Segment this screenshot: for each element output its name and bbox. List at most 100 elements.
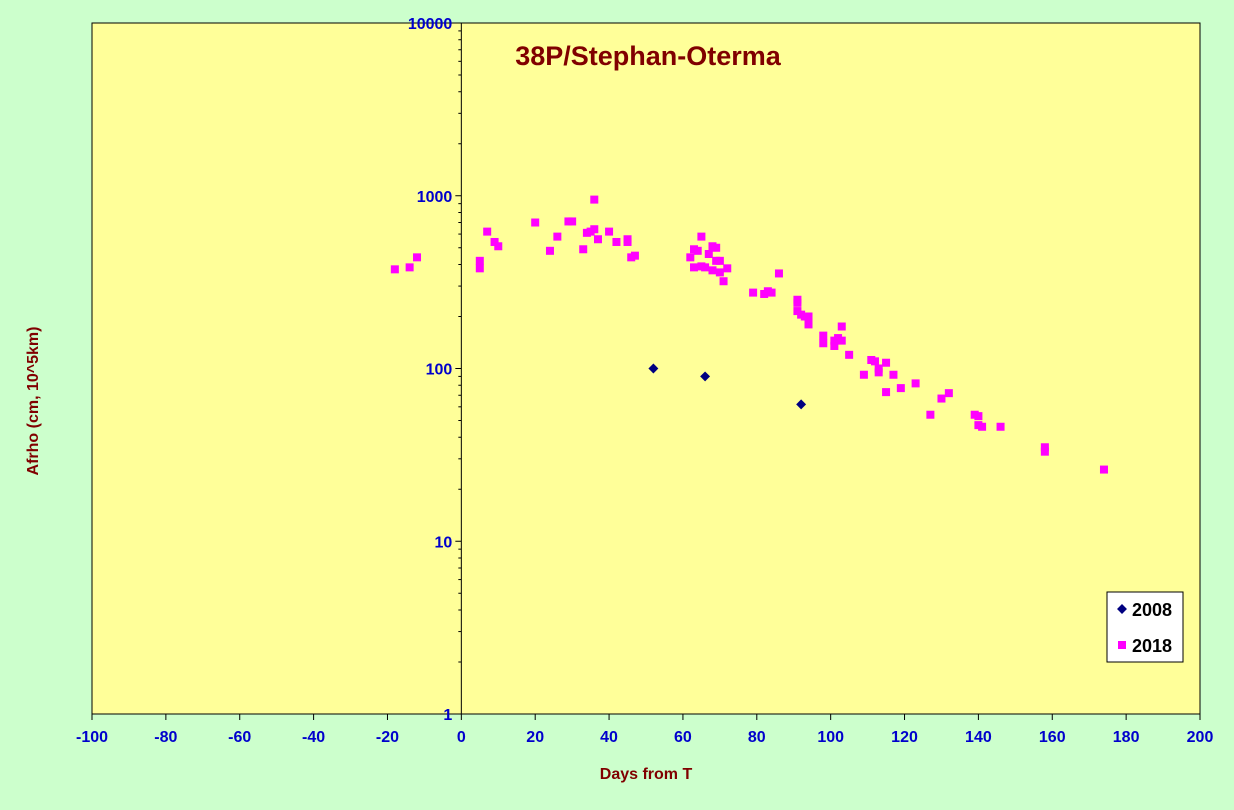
data-point-2018 [405, 263, 414, 272]
data-point-2018 [690, 263, 699, 272]
data-point-2018 [704, 250, 713, 259]
data-point-2018 [1040, 447, 1049, 456]
data-point-2018 [911, 379, 920, 388]
y-axis-title: Afrho (cm, 10^5km) [25, 327, 42, 476]
data-point-2018 [590, 225, 599, 234]
x-tick-label: 200 [1187, 729, 1214, 746]
data-point-2018 [390, 265, 399, 274]
data-point-2018 [749, 288, 758, 297]
y-tick-label: 10000 [408, 16, 453, 33]
data-point-2018 [693, 246, 702, 255]
data-point-2008 [648, 363, 659, 374]
x-tick-label: 60 [674, 729, 692, 746]
data-point-2018 [483, 227, 492, 236]
data-point-2018 [531, 218, 540, 227]
x-tick-label: 80 [748, 729, 766, 746]
x-tick-label: 0 [457, 729, 466, 746]
data-point-2018 [1099, 465, 1108, 474]
data-point-2018 [719, 277, 728, 286]
data-point-2018 [623, 237, 632, 246]
data-point-2018 [996, 422, 1005, 431]
x-axis-title: Days from T [600, 766, 693, 783]
x-tick-label: 100 [817, 729, 844, 746]
data-point-2018 [568, 217, 577, 226]
data-point-2018 [837, 322, 846, 331]
y-tick-label: 10 [435, 534, 453, 551]
data-point-2018 [837, 336, 846, 345]
x-tick-label: 180 [1113, 729, 1140, 746]
data-point-2018 [475, 256, 484, 265]
plot-area [91, 22, 1201, 715]
data-point-2018 [553, 232, 562, 241]
data-point-2018 [937, 394, 946, 403]
data-point-2018 [845, 350, 854, 359]
data-point-2018 [882, 358, 891, 367]
data-point-2018 [593, 235, 602, 244]
x-tick-label: 140 [965, 729, 992, 746]
legend-box [1106, 591, 1184, 663]
data-point-2018 [830, 341, 839, 350]
data-point-2008 [796, 399, 807, 410]
data-point-2018 [630, 251, 639, 260]
data-point-2018 [896, 384, 905, 393]
data-point-2018 [944, 389, 953, 398]
y-tick-label: 1 [443, 707, 452, 724]
legend: 2008 2018 [1106, 591, 1184, 663]
data-point-2018 [819, 339, 828, 348]
data-point-2018 [1040, 443, 1049, 452]
data-point-2018 [859, 370, 868, 379]
data-point-2018 [889, 370, 898, 379]
chart-title: 38P/Stephan-Oterma [515, 41, 782, 71]
x-tick-label: -100 [76, 729, 108, 746]
legend-marker-2018 [1118, 641, 1126, 649]
data-point-2018 [926, 410, 935, 419]
data-point-2018 [590, 195, 599, 204]
legend-label-2008: 2008 [1132, 600, 1172, 620]
x-tick-label: 160 [1039, 729, 1066, 746]
data-point-2018 [870, 357, 879, 366]
x-tick-label: 40 [600, 729, 618, 746]
data-point-2018 [978, 422, 987, 431]
data-point-2018 [697, 232, 706, 241]
y-axis: 1 10 100 1000 10000 [408, 16, 462, 724]
x-tick-label: 120 [891, 729, 918, 746]
data-point-2018 [605, 227, 614, 236]
data-point-2018 [804, 320, 813, 329]
data-point-2018 [712, 243, 721, 252]
x-tick-label: -40 [302, 729, 325, 746]
data-point-2008 [700, 371, 711, 382]
data-point-2018 [612, 237, 621, 246]
legend-label-2018: 2018 [1132, 636, 1172, 656]
data-point-2018 [715, 268, 724, 277]
data-point-2018 [804, 312, 813, 321]
data-point-2018 [701, 263, 710, 272]
data-point-2018 [579, 245, 588, 254]
data-point-2018 [874, 364, 883, 373]
data-point-2018 [819, 331, 828, 340]
data-point-2018 [882, 388, 891, 397]
legend-marker-2008 [1117, 604, 1127, 614]
data-point-2018 [708, 266, 717, 275]
x-tick-label: -20 [376, 729, 399, 746]
data-point-2018 [974, 412, 983, 421]
x-tick-label: -60 [228, 729, 251, 746]
data-point-2018 [793, 298, 802, 307]
data-point-2018 [723, 264, 732, 273]
data-point-2018 [774, 269, 783, 278]
y-tick-label: 100 [426, 362, 453, 379]
x-tick-label: -80 [154, 729, 177, 746]
data-point-2018 [494, 242, 503, 251]
data-point-2018 [413, 253, 422, 262]
x-axis: -100 -80 -60 -40 -20 0 20 40 60 80 100 120 140 160 180… [76, 714, 1213, 746]
data-point-2018 [475, 264, 484, 273]
data-point-2018 [686, 253, 695, 262]
data-point-2018 [715, 256, 724, 265]
data-point-2018 [545, 246, 554, 255]
data-point-2018 [490, 237, 499, 246]
data-points [390, 195, 1108, 474]
x-tick-label: 20 [526, 729, 544, 746]
data-point-2018 [767, 288, 776, 297]
y-tick-label: 1000 [417, 189, 453, 206]
